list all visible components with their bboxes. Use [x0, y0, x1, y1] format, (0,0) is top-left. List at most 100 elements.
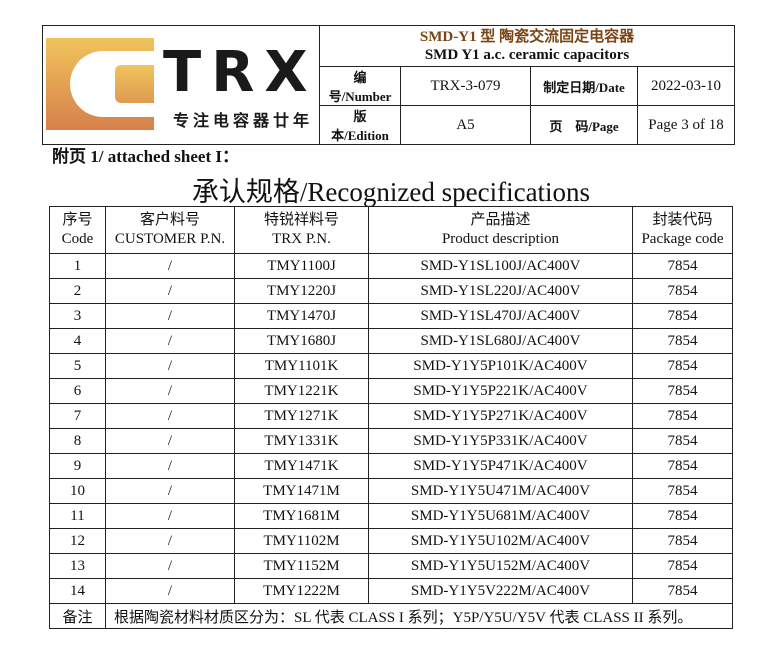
row-code: 9	[49, 453, 106, 479]
package-code: 7854	[632, 503, 733, 529]
package-code: 7854	[632, 403, 733, 429]
package-code: 7854	[632, 578, 733, 604]
trx-pn: TMY1271K	[234, 403, 369, 429]
section-title: 承认规格/Recognized specifications	[191, 177, 591, 207]
product-description: SMD-Y1Y5P331K/AC400V	[368, 428, 633, 454]
table-row: 2/TMY1220J SMD-Y1SL220J/AC400V 7854	[49, 278, 733, 304]
header-description: 产品描述 Product description	[368, 206, 633, 254]
product-description: SMD-Y1Y5U681M/AC400V	[368, 503, 633, 529]
package-code: 7854	[632, 428, 733, 454]
document-title: SMD-Y1 型 陶瓷交流固定电容器 SMD Y1 a.c. ceramic ca…	[319, 25, 735, 67]
product-description: SMD-Y1Y5U152M/AC400V	[368, 553, 633, 579]
header-trx-pn: 特锐祥料号 TRX P.N.	[234, 206, 369, 254]
trx-pn: TMY1221K	[234, 378, 369, 404]
table-row: 12/TMY1102M SMD-Y1Y5U102M/AC400V 7854	[49, 528, 733, 554]
trx-pn: TMY1471M	[234, 478, 369, 504]
row-code: 13	[49, 553, 106, 579]
table-row: 13/TMY1152M SMD-Y1Y5U152M/AC400V 7854	[49, 553, 733, 579]
table-row: 4/TMY1680J SMD-Y1SL680J/AC400V 7854	[49, 328, 733, 354]
note-text: 根据陶瓷材料材质区分为：SL 代表 CLASS I 系列；Y5P/Y5U/Y5V…	[105, 603, 733, 629]
spec-table: 序号 Code 客户料号 CUSTOMER P.N. 特锐祥料号 TRX P.N. 产…	[49, 206, 733, 629]
product-description: SMD-Y1Y5U102M/AC400V	[368, 528, 633, 554]
table-row: 11/TMY1681M SMD-Y1Y5U681M/AC400V 7854	[49, 503, 733, 529]
table-row: 5/TMY1101K SMD-Y1Y5P101K/AC400V 7854	[49, 353, 733, 379]
page-number: Page 3 of 18	[637, 105, 735, 145]
date-label: 制定日期/Date	[530, 66, 638, 106]
row-code: 6	[49, 378, 106, 404]
document-header: TRX 专注电容器廿年 SMD-Y1 型 陶瓷交流固定电容器 SMD Y1 a.c…	[42, 25, 735, 145]
number-label: 编 号/Number	[319, 66, 401, 106]
package-code: 7854	[632, 328, 733, 354]
trx-pn: TMY1331K	[234, 428, 369, 454]
trx-pn: TMY1100J	[234, 253, 369, 279]
package-code: 7854	[632, 378, 733, 404]
row-code: 2	[49, 278, 106, 304]
table-row: 3/TMY1470J SMD-Y1SL470J/AC400V 7854	[49, 303, 733, 329]
table-header-row: 序号 Code 客户料号 CUSTOMER P.N. 特锐祥料号 TRX P.N. 产…	[49, 206, 733, 254]
product-description: SMD-Y1SL100J/AC400V	[368, 253, 633, 279]
product-description: SMD-Y1Y5P221K/AC400V	[368, 378, 633, 404]
customer-pn: /	[105, 278, 235, 304]
attached-sheet-label: 附页 1/ attached sheet I：	[52, 147, 239, 166]
table-row: 6/TMY1221K SMD-Y1Y5P221K/AC400V 7854	[49, 378, 733, 404]
table-row: 10/TMY1471M SMD-Y1Y5U471M/AC400V 7854	[49, 478, 733, 504]
trx-pn: TMY1470J	[234, 303, 369, 329]
row-code: 8	[49, 428, 106, 454]
trx-pn: TMY1152M	[234, 553, 369, 579]
product-description: SMD-Y1SL470J/AC400V	[368, 303, 633, 329]
customer-pn: /	[105, 453, 235, 479]
header-package: 封装代码 Package code	[632, 206, 733, 254]
trx-pn: TMY1101K	[234, 353, 369, 379]
row-code: 14	[49, 578, 106, 604]
row-code: 5	[49, 353, 106, 379]
trx-pn: TMY1220J	[234, 278, 369, 304]
header-customer-pn: 客户料号 CUSTOMER P.N.	[105, 206, 235, 254]
row-code: 4	[49, 328, 106, 354]
product-description: SMD-Y1Y5P271K/AC400V	[368, 403, 633, 429]
customer-pn: /	[105, 253, 235, 279]
customer-pn: /	[105, 353, 235, 379]
product-description: SMD-Y1Y5P101K/AC400V	[368, 353, 633, 379]
row-code: 3	[49, 303, 106, 329]
table-row: 9/TMY1471K SMD-Y1Y5P471K/AC400V 7854	[49, 453, 733, 479]
product-description: SMD-Y1Y5P471K/AC400V	[368, 453, 633, 479]
customer-pn: /	[105, 403, 235, 429]
trx-pn: TMY1471K	[234, 453, 369, 479]
trx-pn: TMY1222M	[234, 578, 369, 604]
header-code: 序号 Code	[49, 206, 106, 254]
row-code: 12	[49, 528, 106, 554]
customer-pn: /	[105, 328, 235, 354]
product-description: SMD-Y1SL680J/AC400V	[368, 328, 633, 354]
product-description: SMD-Y1Y5V222M/AC400V	[368, 578, 633, 604]
package-code: 7854	[632, 478, 733, 504]
customer-pn: /	[105, 428, 235, 454]
table-row: 8/TMY1331K SMD-Y1Y5P331K/AC400V 7854	[49, 428, 733, 454]
edition-label: 版 本/Edition	[319, 105, 401, 145]
trx-pn: TMY1102M	[234, 528, 369, 554]
package-code: 7854	[632, 353, 733, 379]
package-code: 7854	[632, 453, 733, 479]
customer-pn: /	[105, 378, 235, 404]
table-row: 14/TMY1222M SMD-Y1Y5V222M/AC400V 7854	[49, 578, 733, 604]
customer-pn: /	[105, 503, 235, 529]
package-code: 7854	[632, 278, 733, 304]
page-label: 页 码/Page	[530, 105, 638, 145]
trx-pn: TMY1681M	[234, 503, 369, 529]
table-row: 7/TMY1271K SMD-Y1Y5P271K/AC400V 7854	[49, 403, 733, 429]
product-description: SMD-Y1SL220J/AC400V	[368, 278, 633, 304]
row-code: 7	[49, 403, 106, 429]
customer-pn: /	[105, 578, 235, 604]
row-code: 10	[49, 478, 106, 504]
package-code: 7854	[632, 303, 733, 329]
package-code: 7854	[632, 553, 733, 579]
note-row: 备注 根据陶瓷材料材质区分为：SL 代表 CLASS I 系列；Y5P/Y5U/…	[49, 603, 733, 629]
table-row: 1/TMY1100J SMD-Y1SL100J/AC400V 7854	[49, 253, 733, 279]
customer-pn: /	[105, 478, 235, 504]
product-description: SMD-Y1Y5U471M/AC400V	[368, 478, 633, 504]
package-code: 7854	[632, 253, 733, 279]
customer-pn: /	[105, 553, 235, 579]
package-code: 7854	[632, 528, 733, 554]
customer-pn: /	[105, 303, 235, 329]
trx-pn: TMY1680J	[234, 328, 369, 354]
document-date: 2022-03-10	[637, 66, 735, 106]
